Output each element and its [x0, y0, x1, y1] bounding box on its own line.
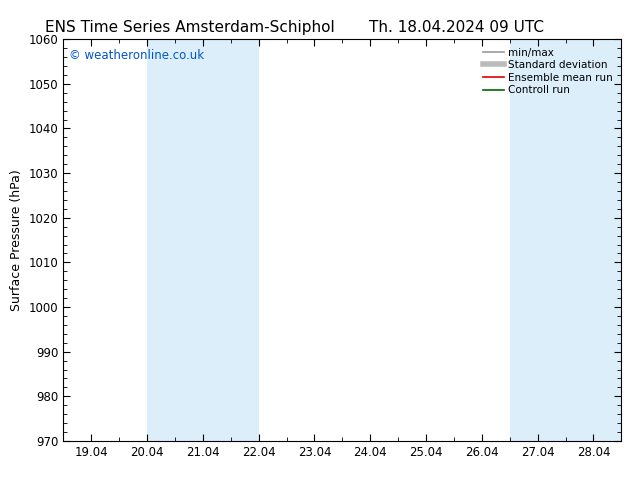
Bar: [147, 39, 175, 441]
Bar: [510, 39, 538, 441]
Bar: [175, 39, 231, 441]
Text: Th. 18.04.2024 09 UTC: Th. 18.04.2024 09 UTC: [369, 20, 544, 35]
Bar: [538, 39, 566, 441]
Bar: [231, 39, 259, 441]
Y-axis label: Surface Pressure (hPa): Surface Pressure (hPa): [10, 169, 23, 311]
Text: © weatheronline.co.uk: © weatheronline.co.uk: [69, 49, 204, 62]
Text: ENS Time Series Amsterdam-Schiphol: ENS Time Series Amsterdam-Schiphol: [45, 20, 335, 35]
Legend: min/max, Standard deviation, Ensemble mean run, Controll run: min/max, Standard deviation, Ensemble me…: [480, 45, 616, 98]
Bar: [566, 39, 621, 441]
